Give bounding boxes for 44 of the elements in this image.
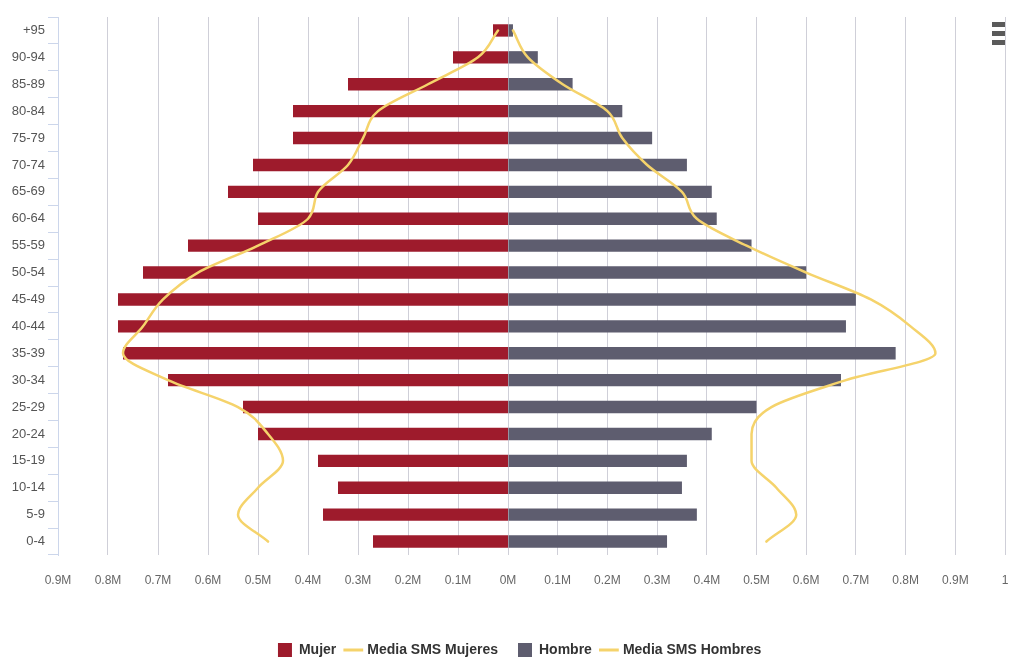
y-tick-label: 85-89 [11,75,45,91]
x-tick-label: 0.9M [941,572,969,587]
y-tick-label: 35-39 [11,344,45,360]
x-tick-label: 0.1M [444,572,472,587]
x-tick-label: 0.8M [94,572,122,587]
y-tick-label: 80-84 [11,102,45,118]
legend-label: Hombre [539,640,593,657]
y-tick-label: 20-24 [11,425,45,441]
y-tick-label: 70-74 [11,156,45,172]
y-tick-label: 90-94 [11,48,45,64]
x-tick-label: 0.3M [344,572,372,587]
y-tick-label: 75-79 [11,129,45,145]
x-tick-label: 0.3M [643,572,671,587]
x-tick-label: 0M [499,572,517,587]
x-tick-label: 0.6M [792,572,820,587]
y-tick-label: 45-49 [11,291,45,307]
x-tick-label: 1 [1001,572,1009,587]
x-tick-label: 0.1M [544,572,572,587]
x-tick-label: 0.7M [842,572,870,587]
x-tick-label: 0.7M [144,572,172,587]
x-tick-label: 0.4M [693,572,721,587]
y-tick-label: 25-29 [11,398,45,414]
x-tick-label: 0.4M [294,572,322,587]
y-tick-label: 0-4 [26,533,45,549]
y-tick-label: 30-34 [11,371,45,387]
y-tick-label: 15-19 [11,452,45,468]
y-tick-label: +95 [22,22,45,38]
x-tick-label: 0.9M [44,572,72,587]
y-tick-label: 60-64 [11,210,45,226]
x-tick-label: 0.5M [244,572,272,587]
y-tick-label: 40-44 [11,317,45,333]
legend-label: Media SMS Mujeres [367,640,499,657]
x-tick-label: 0.2M [394,572,422,587]
y-tick-label: 55-59 [11,237,45,253]
x-tick-label: 0.8M [892,572,919,587]
x-tick-label: 0.6M [194,572,222,587]
legend-label: Mujer [298,640,337,657]
y-tick-label: 50-54 [11,264,45,280]
x-tick-label: 0.5M [743,572,770,587]
legend-label: Media SMS Hombres [622,640,762,657]
y-tick-label: 5-9 [26,506,45,522]
y-tick-label: 10-14 [11,479,45,495]
y-tick-label: 65-69 [11,183,45,199]
x-tick-label: 0.2M [594,572,621,587]
